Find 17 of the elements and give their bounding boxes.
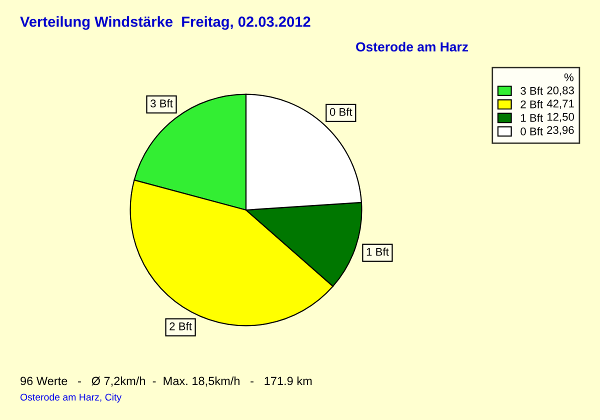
legend-label: 1 Bft: [521, 114, 543, 122]
text: 96 Werte - Ø 7,2km/h - Max. 18,5km/h - 171.9 km: [20, 376, 312, 387]
slice-label: 1 Bft: [366, 248, 389, 256]
slice-label: 3 Bft: [150, 99, 173, 108]
legend-label: 2 Bft: [520, 100, 543, 108]
data-label: 20,83: [547, 86, 574, 96]
data-label: 42,71: [546, 100, 574, 109]
data-label: 23,96: [547, 126, 574, 136]
slice-label: 2 Bft: [170, 322, 192, 330]
legend-label: 0 Bft: [520, 127, 543, 136]
legend-title: %: [564, 73, 574, 82]
chart-subtitle: Osterode am Harz: [356, 42, 468, 52]
text: Osterode am Harz, City: [20, 393, 122, 403]
chart-title: Verteilung Windstärke Freitag, 02.03.2012: [20, 16, 310, 30]
legend-label: 3 Bft: [520, 86, 543, 95]
data-label: 12,50: [547, 112, 574, 122]
slice-label: 0 Bft: [330, 108, 352, 116]
